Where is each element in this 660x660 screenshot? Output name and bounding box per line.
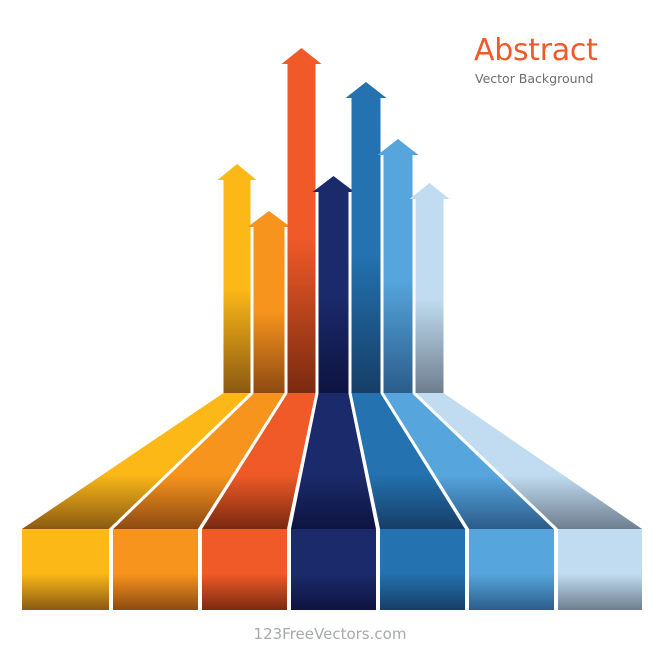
yellow-strip-front-face [22, 529, 109, 610]
light-orange-strip-arrow [247, 211, 291, 393]
blue-strip-floor [351, 393, 465, 529]
strip-divider [109, 391, 254, 531]
pale-blue-strip-front-face [558, 529, 642, 610]
strip-divider [348, 392, 380, 530]
pale-blue-strip-arrow [409, 183, 450, 393]
blue-strip-front-face [380, 529, 465, 610]
blue-strip-arrow [345, 82, 387, 393]
yellow-strip-arrow [217, 164, 257, 393]
light-orange-strip-floor [113, 393, 285, 529]
light-blue-strip-front-face [469, 529, 554, 610]
navy-strip-arrow [312, 176, 355, 393]
strip-divider [287, 392, 319, 530]
strip-divider [412, 391, 558, 531]
front-face-layer [22, 529, 642, 610]
orange-strip-arrow [281, 48, 322, 393]
orange-strip-floor [202, 393, 316, 529]
pale-blue-strip-floor [415, 393, 642, 529]
strip-divider [198, 392, 288, 530]
subtitle-vector-background: Vector Background [475, 71, 594, 86]
title-abstract: Abstract [474, 33, 598, 68]
navy-strip-front-face [291, 529, 376, 610]
strip-divider [380, 392, 469, 530]
light-blue-strip-arrow [377, 139, 419, 393]
light-orange-strip-front-face [113, 529, 198, 610]
site-credit: 123FreeVectors.com [253, 625, 407, 643]
light-blue-strip-floor [383, 393, 554, 529]
floor-layer [22, 391, 642, 531]
arrow-layer [217, 48, 450, 393]
orange-strip-front-face [202, 529, 287, 610]
yellow-strip-floor [22, 393, 251, 529]
navy-strip-floor [291, 393, 376, 529]
